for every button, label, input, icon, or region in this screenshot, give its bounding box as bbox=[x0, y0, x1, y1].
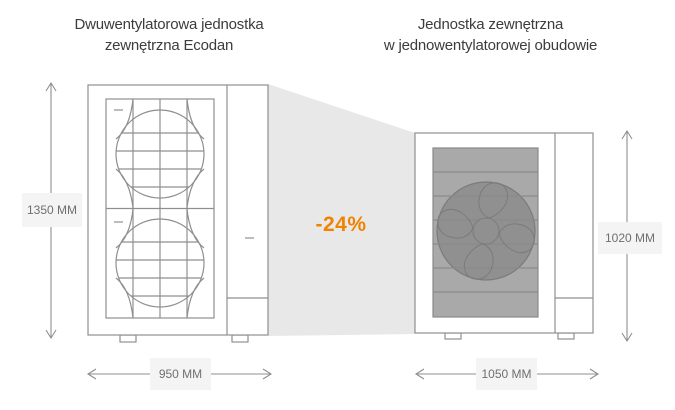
right-unit-height-label: 1020 MM bbox=[598, 222, 662, 254]
left-unit-drawing bbox=[87, 84, 269, 343]
right-unit-title-line1: Jednostka zewnętrzna bbox=[417, 16, 564, 33]
left-unit-width-label: 950 MM bbox=[150, 358, 211, 390]
left-unit-foot bbox=[231, 334, 249, 343]
right-unit-foot bbox=[557, 332, 575, 340]
right-unit-width-label: 1050 MM bbox=[476, 358, 537, 390]
right-unit-drawing bbox=[414, 132, 594, 340]
size-reduction-label: -24% bbox=[315, 213, 367, 236]
left-unit-title-line1: Dwuwentylatorowa jednostka bbox=[74, 16, 264, 33]
fan-icon-single bbox=[432, 147, 539, 318]
left-unit-title: Dwuwentylatorowa jednostka zewnętrzna Ec… bbox=[28, 14, 310, 56]
left-unit-height-label: 1350 MM bbox=[22, 193, 82, 227]
size-reduction-trapezoid bbox=[268, 84, 415, 336]
right-unit-foot bbox=[444, 332, 462, 340]
fan-icon-top bbox=[114, 98, 205, 209]
right-unit-title: Jednostka zewnętrzna w jednowentylatorow… bbox=[348, 14, 633, 56]
fan-icon-bottom bbox=[114, 208, 205, 319]
left-unit-foot bbox=[119, 334, 137, 343]
right-unit-title-line2: w jednowentylatorowej obudowie bbox=[383, 37, 598, 54]
left-unit-title-line2: zewnętrzna Ecodan bbox=[104, 37, 234, 54]
